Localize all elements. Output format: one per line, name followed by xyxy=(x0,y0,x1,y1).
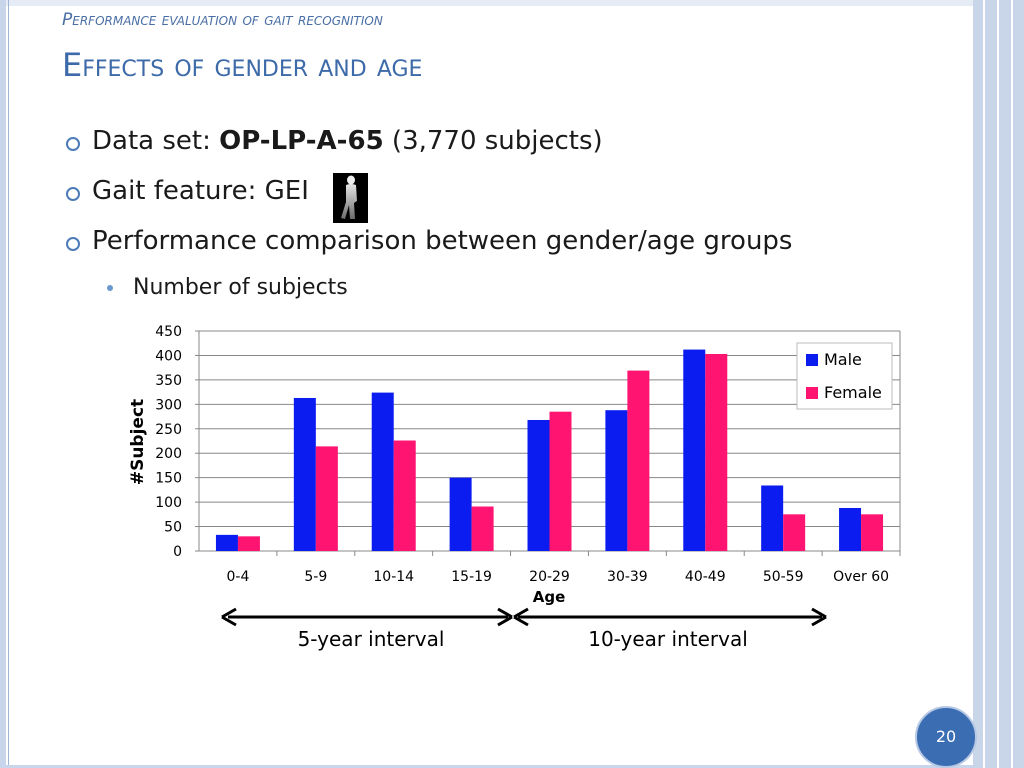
x-tick-label: 5-9 xyxy=(304,569,327,585)
legend-female-swatch xyxy=(806,387,818,399)
arrowhead-icon xyxy=(811,607,827,627)
page-number-badge: 20 xyxy=(915,706,977,768)
right-band-stripe xyxy=(997,0,999,768)
comparison-text: Performance comparison between gender/ag… xyxy=(92,226,793,256)
male-bar xyxy=(371,392,394,551)
female-bar xyxy=(861,514,884,551)
dataset-name: OP-LP-A-65 xyxy=(219,126,384,156)
arrowhead-icon xyxy=(513,607,529,627)
male-bar xyxy=(293,397,316,551)
x-tick-label: 30-39 xyxy=(607,569,648,585)
y-tick-label: 350 xyxy=(155,373,182,389)
x-tick-label: 20-29 xyxy=(529,569,570,585)
y-tick-label: 100 xyxy=(155,495,182,511)
y-axis-label: #Subject xyxy=(128,399,148,485)
slide-top-border xyxy=(0,0,1024,6)
male-bar xyxy=(215,534,238,551)
bullet-ring-icon xyxy=(66,237,80,251)
male-bar xyxy=(839,507,862,551)
x-tick-label: Over 60 xyxy=(833,569,889,585)
female-bar xyxy=(705,353,728,551)
bullet-ring-icon xyxy=(66,187,80,201)
male-bar xyxy=(761,485,784,551)
female-bar xyxy=(471,506,494,551)
x-tick-label: 0-4 xyxy=(227,569,250,585)
x-tick-label: 40-49 xyxy=(685,569,726,585)
male-bar xyxy=(449,477,472,551)
x-tick-label: 15-19 xyxy=(451,569,492,585)
female-bar xyxy=(237,536,260,551)
arrowhead-icon xyxy=(221,607,237,627)
female-bar xyxy=(393,440,416,551)
female-bar xyxy=(315,446,338,551)
x-tick-label: 10-14 xyxy=(373,569,414,585)
male-bar xyxy=(605,410,628,551)
legend-male-label: Male xyxy=(824,350,862,369)
female-bar xyxy=(549,411,572,551)
y-tick-label: 400 xyxy=(155,348,182,364)
female-bar xyxy=(783,514,806,551)
legend-female-label: Female xyxy=(824,383,882,402)
five-year-interval-label: 5-year interval xyxy=(298,627,445,651)
slide-subtitle: Performance evaluation of gait recogniti… xyxy=(62,10,383,30)
gei-silhouette-image xyxy=(333,173,368,223)
male-bar xyxy=(527,419,550,551)
y-tick-label: 250 xyxy=(155,422,182,438)
slide-right-band xyxy=(973,0,1024,768)
chart-legend: Male Female xyxy=(796,342,893,410)
y-tick-label: 50 xyxy=(164,520,182,536)
y-tick-label: 450 xyxy=(155,324,182,340)
gait-feature-text: Gait feature: GEI xyxy=(92,176,309,206)
dataset-label: Data set: xyxy=(92,126,220,156)
arrowhead-icon xyxy=(497,607,513,627)
y-tick-label: 150 xyxy=(155,471,182,487)
number-of-subjects-text: Number of subjects xyxy=(133,275,348,300)
slide-title: Effects of gender and age xyxy=(62,46,423,84)
y-tick-label: 0 xyxy=(173,544,182,560)
interval-arrows xyxy=(221,607,827,627)
x-axis-label: Age xyxy=(533,588,566,606)
right-band-stripe xyxy=(983,0,985,768)
slide-left-border xyxy=(0,0,6,768)
bullet-ring-icon xyxy=(66,137,80,151)
x-tick-label: 50-59 xyxy=(763,569,804,585)
slide-bottom-border xyxy=(0,765,1024,768)
slide-left-border-line xyxy=(8,0,9,768)
right-band-stripe xyxy=(1011,0,1013,768)
y-tick-label: 200 xyxy=(155,446,182,462)
female-bar xyxy=(627,370,650,551)
dataset-count: (3,770 subjects) xyxy=(383,126,603,156)
male-bar xyxy=(683,349,706,551)
bullet-dot-icon xyxy=(107,285,113,291)
y-tick-label: 300 xyxy=(155,397,182,413)
legend-male-swatch xyxy=(806,354,818,366)
ten-year-interval-label: 10-year interval xyxy=(588,627,748,651)
